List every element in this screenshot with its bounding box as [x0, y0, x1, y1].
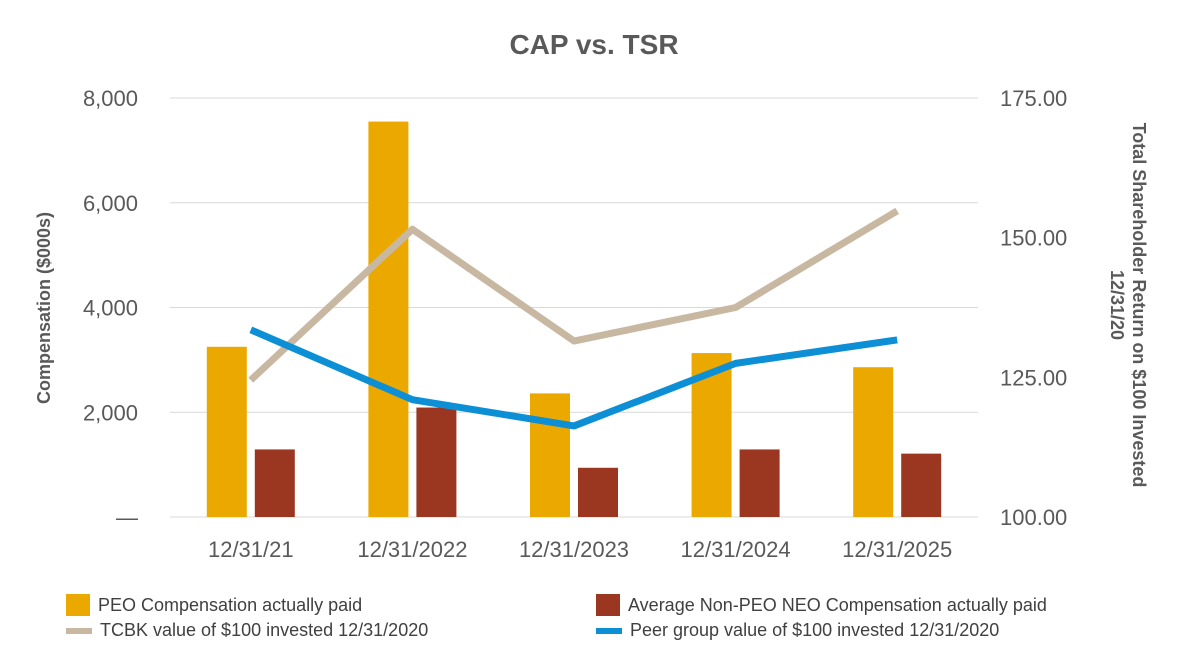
x-axis-ticks: 12/31/21 12/31/2022 12/31/2023 12/31/2024 12…: [208, 537, 952, 562]
line-series: [248, 207, 899, 430]
right-tick-label: 100.00: [1000, 505, 1067, 530]
legend-item-peo: PEO Compensation actually paid: [66, 594, 362, 616]
bar-non-peo: [739, 449, 780, 517]
left-tick-label: 2,000: [83, 400, 138, 425]
x-tick-label: 12/31/2023: [519, 537, 629, 562]
bar-peo: [853, 367, 894, 517]
left-tick-label: 8,000: [83, 86, 138, 111]
line-peer: [249, 326, 898, 430]
bar-non-peo: [416, 407, 457, 517]
legend-label-peer: Peer group value of $100 invested 12/31/…: [630, 620, 1000, 640]
legend-item-non-peo: Average Non-PEO NEO Compensation actuall…: [596, 594, 1047, 616]
line-tcbk: [248, 207, 899, 383]
left-axis-ticks: — 2,000 4,000 6,000 8,000: [83, 86, 138, 530]
legend: PEO Compensation actually paid Average N…: [66, 594, 1146, 650]
legend-swatch-peer: [596, 627, 622, 634]
bar-non-peo: [578, 467, 618, 517]
right-axis-ticks: 100.00 125.00 150.00 175.00: [1000, 86, 1067, 530]
left-tick-label: —: [116, 505, 138, 530]
bar-peo: [368, 121, 409, 517]
bar-non-peo: [901, 453, 942, 517]
right-tick-label: 150.00: [1000, 226, 1067, 251]
right-tick-label: 125.00: [1000, 365, 1067, 390]
x-tick-label: 12/31/2022: [357, 537, 467, 562]
x-tick-label: 12/31/21: [208, 537, 294, 562]
right-axis-title-line2: 12/31/20: [1107, 270, 1127, 340]
bar-peo: [206, 346, 247, 517]
legend-swatch-peo: [66, 594, 90, 616]
bar-non-peo: [254, 449, 295, 517]
gridlines: [170, 97, 978, 518]
legend-label-peo: PEO Compensation actually paid: [98, 594, 363, 615]
legend-swatch-tcbk: [66, 627, 92, 634]
legend-label-tcbk: TCBK value of $100 invested 12/31/2020: [100, 620, 429, 640]
left-tick-label: 4,000: [83, 296, 138, 321]
bar-peo: [530, 393, 570, 517]
left-tick-label: 6,000: [83, 191, 138, 216]
legend-item-tcbk: TCBK value of $100 invested 12/31/2020: [66, 620, 428, 641]
legend-label-non-peo: Average Non-PEO NEO Compensation actuall…: [628, 594, 1047, 615]
legend-item-peer: Peer group value of $100 invested 12/31/…: [596, 620, 999, 641]
right-tick-label: 175.00: [1000, 86, 1067, 111]
right-axis-title-line1: Total Shareholder Return on $100 Investe…: [1129, 123, 1149, 488]
x-tick-label: 12/31/2025: [842, 537, 952, 562]
legend-swatch-non-peo: [596, 594, 620, 616]
chart-title: CAP vs. TSR: [509, 29, 678, 60]
left-axis-title: Compensation ($000s): [34, 212, 54, 404]
bars: [206, 121, 942, 517]
x-tick-label: 12/31/2024: [681, 537, 791, 562]
cap-vs-tsr-chart: CAP vs. TSR — 2,000 4,000 6,000 8,000 100.00…: [34, 29, 1149, 562]
